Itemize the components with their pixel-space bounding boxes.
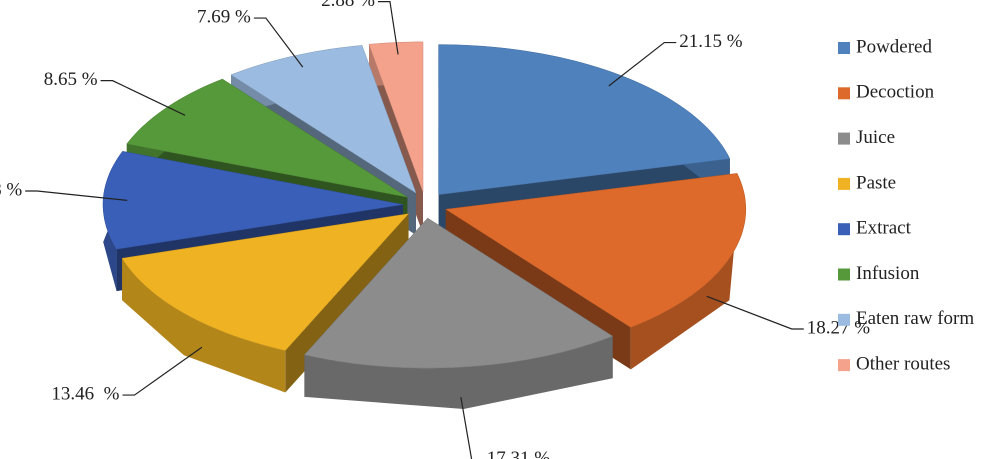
slice: [230, 45, 417, 194]
data-label: 17.31 %: [487, 448, 551, 459]
legend-label: Paste: [856, 172, 896, 193]
leader-line: [460, 396, 473, 459]
slice-side: [630, 173, 746, 370]
leader-line: [100, 80, 186, 116]
legend-swatch: [838, 132, 850, 145]
leader-line: [25, 190, 128, 201]
slice: [438, 44, 731, 195]
slice: [445, 173, 747, 328]
data-label: 13.46 %: [51, 383, 119, 404]
slice-group: [303, 217, 614, 409]
slice: [121, 213, 410, 351]
leader-line: [377, 1, 399, 55]
legend-swatch: [838, 87, 850, 100]
data-label: 7.69 %: [197, 6, 251, 27]
legend-swatch: [838, 177, 850, 190]
leader-line: [608, 41, 677, 87]
slice: [126, 78, 408, 198]
data-label: 8.65 %: [44, 69, 98, 90]
legend-swatch: [838, 42, 850, 54]
legend-label: Juice: [856, 127, 895, 148]
legend-swatch: [838, 359, 850, 372]
legend-label: Powdered: [856, 36, 932, 57]
slice: [303, 217, 614, 369]
legend-swatch: [838, 313, 850, 326]
legend-label: Infusion: [856, 263, 920, 284]
slice: [102, 151, 404, 250]
legend-label: Other routes: [856, 353, 950, 374]
slice-side: [304, 336, 613, 409]
data-label: 18.27 %: [807, 317, 871, 338]
legend-label: Extract: [856, 218, 912, 239]
data-label: 21.15 %: [679, 31, 743, 52]
data-label: 10.58 %: [0, 179, 22, 200]
legend-swatch: [838, 268, 850, 281]
data-label: 2.88 %: [321, 0, 375, 11]
leader-line: [122, 346, 203, 396]
slice-side: [122, 258, 286, 393]
legend-swatch: [838, 223, 850, 236]
leader-line: [706, 295, 804, 330]
leader-line: [253, 17, 304, 68]
legend-label: Eaten raw form: [856, 308, 974, 329]
legend-label: Decoction: [856, 82, 935, 103]
